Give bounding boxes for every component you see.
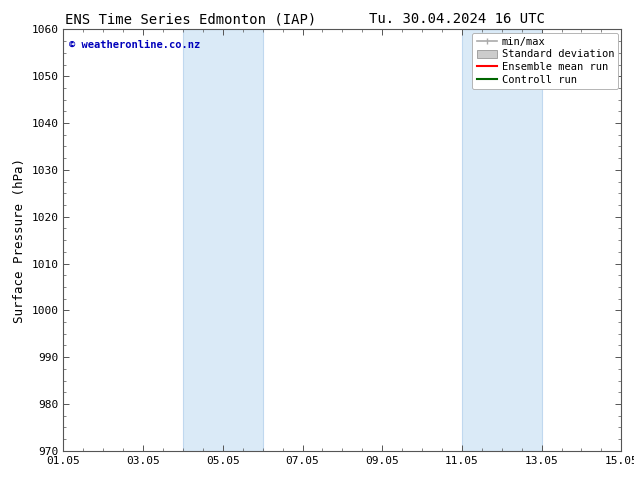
Legend: min/max, Standard deviation, Ensemble mean run, Controll run: min/max, Standard deviation, Ensemble me…: [472, 32, 618, 89]
Y-axis label: Surface Pressure (hPa): Surface Pressure (hPa): [13, 158, 26, 322]
Text: © weatheronline.co.nz: © weatheronline.co.nz: [69, 40, 200, 50]
Bar: [183, 29, 262, 451]
Text: ENS Time Series Edmonton (IAP): ENS Time Series Edmonton (IAP): [65, 12, 316, 26]
Text: Tu. 30.04.2024 16 UTC: Tu. 30.04.2024 16 UTC: [368, 12, 545, 26]
Bar: [462, 29, 541, 451]
